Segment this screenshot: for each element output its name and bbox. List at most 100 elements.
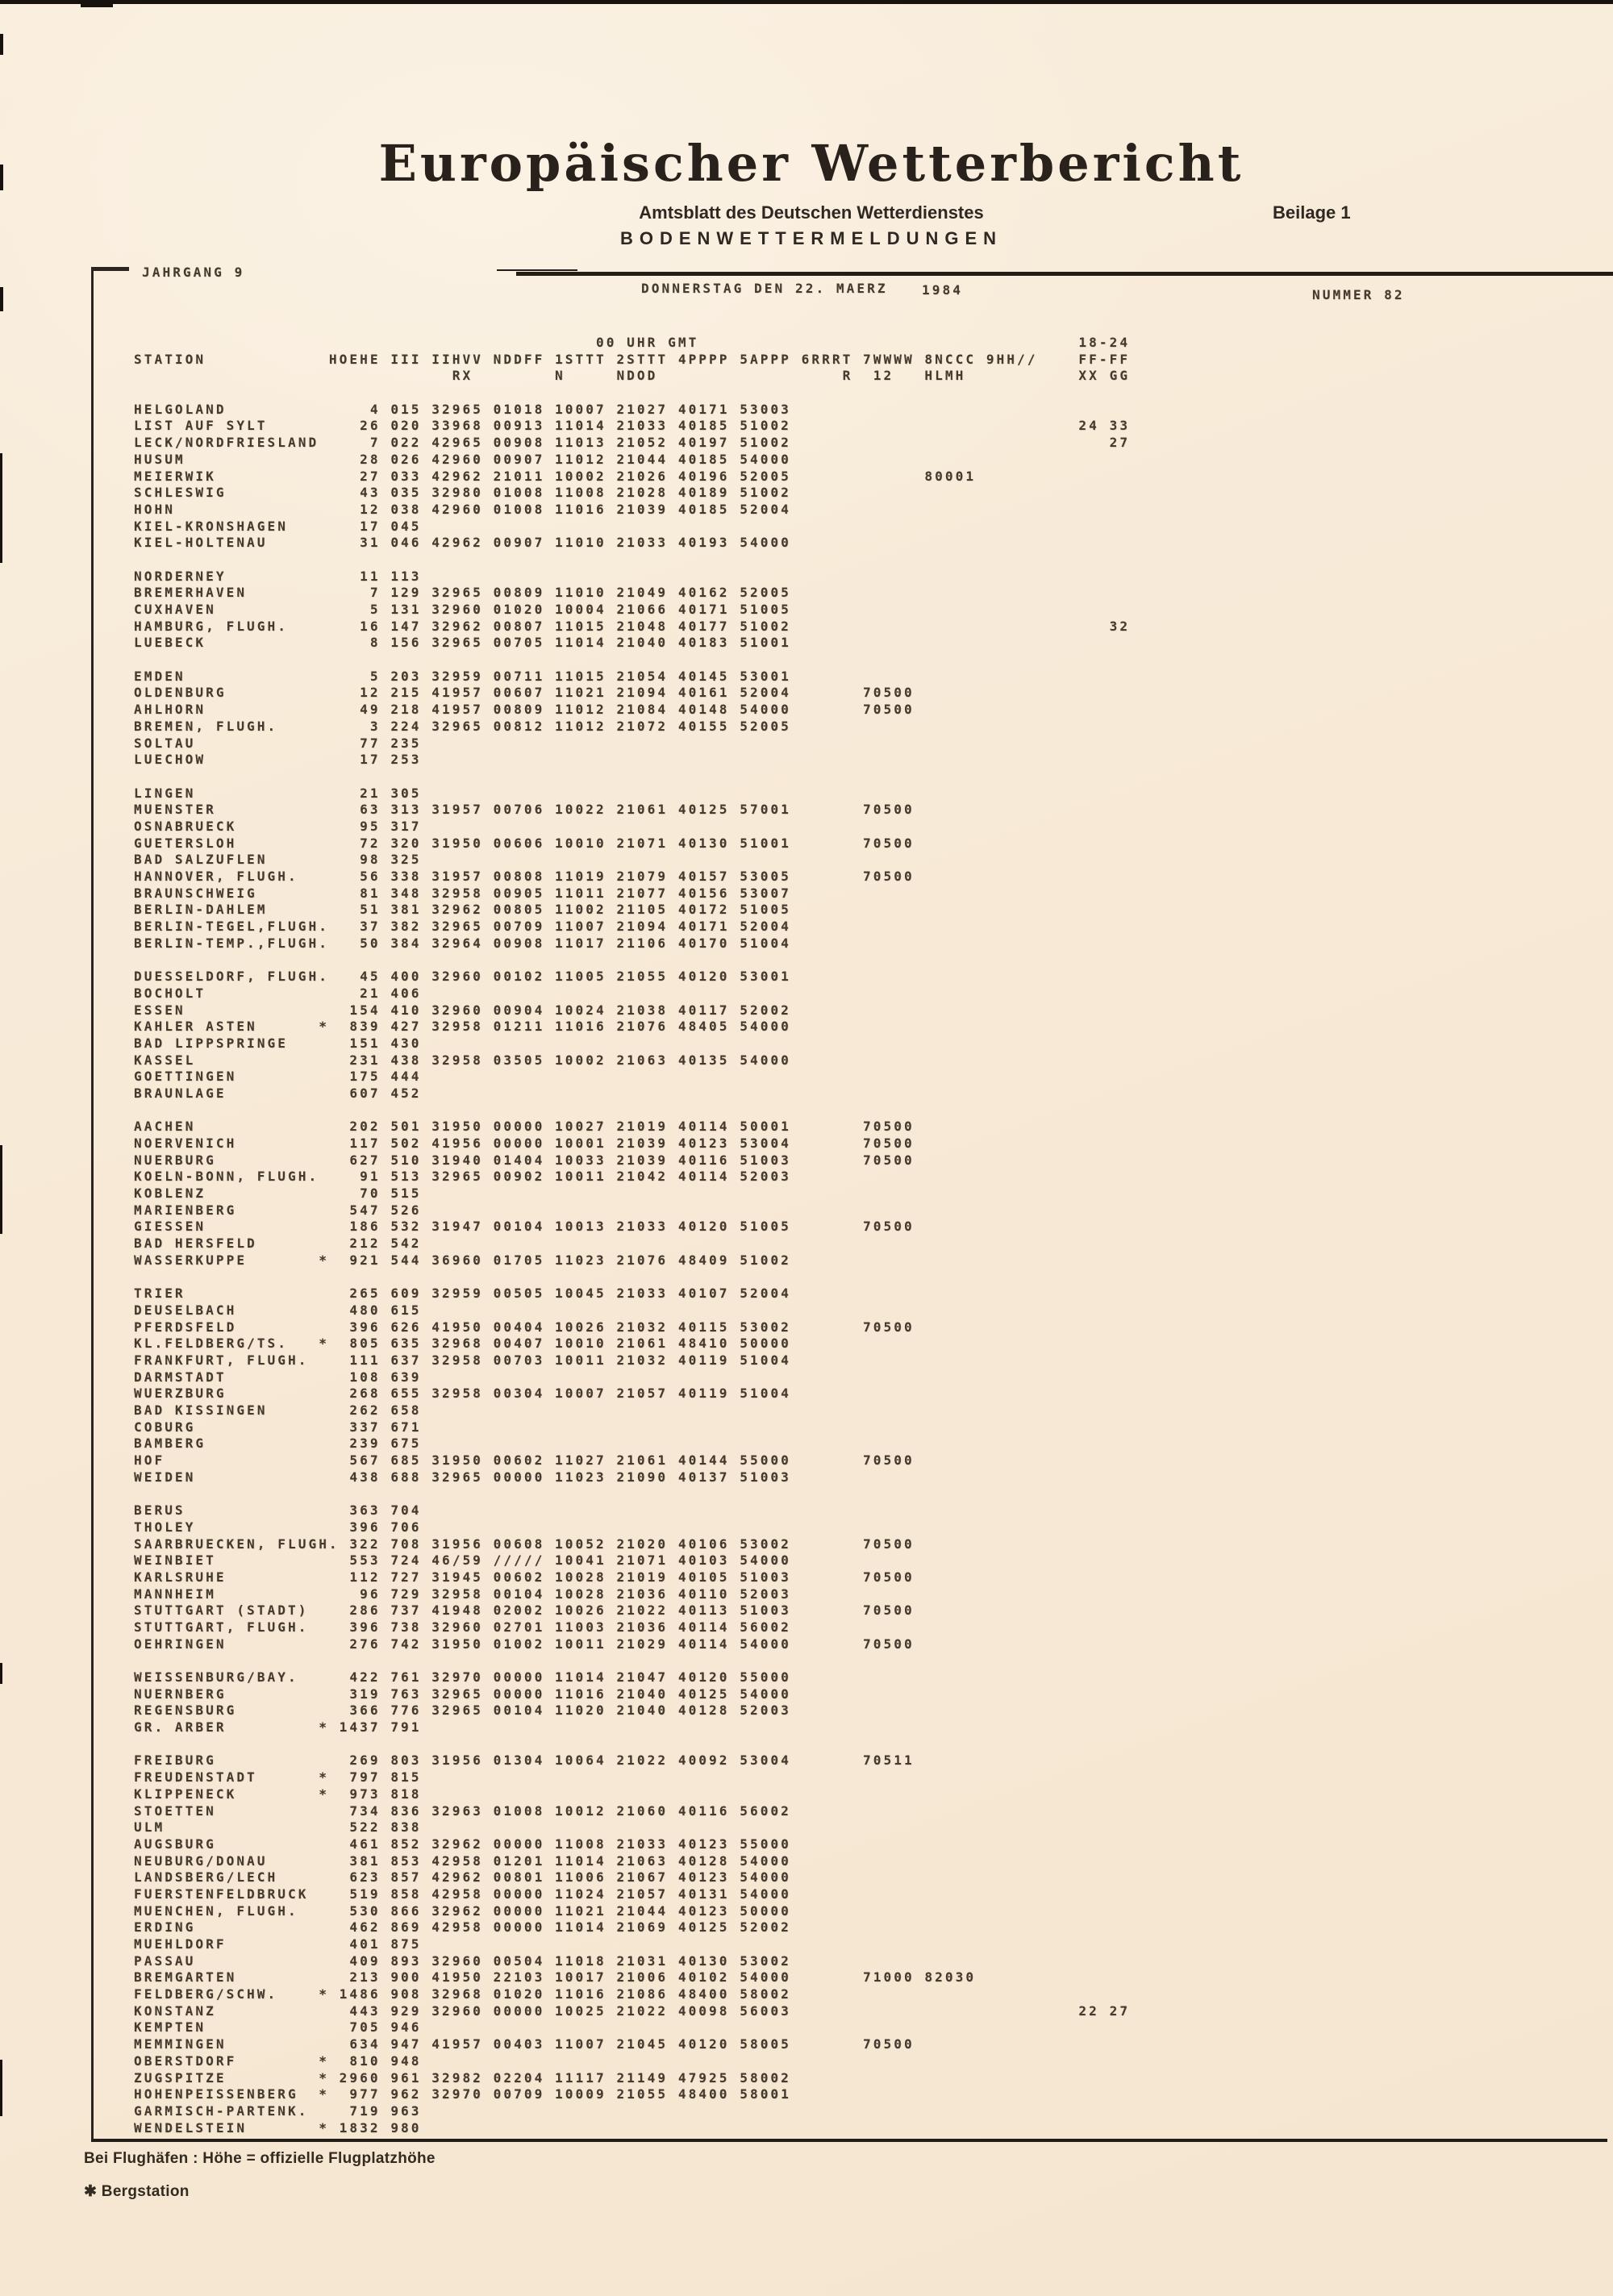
report-header-line: RX N NDOD R 12 HLMH XX GG (134, 368, 1131, 384)
report-line: KOBLENZ 70 515 (134, 1186, 422, 1202)
report-line: CUXHAVEN 5 131 32960 01020 10004 21066 4… (134, 602, 791, 617)
scan-edge-mark (0, 453, 2, 563)
report-line: BAD KISSINGEN 262 658 (134, 1402, 422, 1418)
report-line: HANNOVER, FLUGH. 56 338 31957 00808 1101… (134, 869, 915, 884)
report-line: LINGEN 21 305 (134, 785, 422, 801)
report-line: HELGOLAND 4 015 32965 01018 10007 21027 … (134, 401, 791, 417)
report-line: MARIENBERG 547 526 (134, 1202, 422, 1218)
section-heading: BODENWETTERMELDUNGEN (619, 228, 1003, 248)
report-line: BRAUNLAGE 607 452 (134, 1085, 422, 1101)
report-line: STOETTEN 734 836 32963 01008 10012 21060… (134, 1802, 791, 1819)
report-line: KIEL-HOLTENAU 31 046 42962 00907 11010 2… (134, 535, 791, 551)
report-line: BAD SALZUFLEN 98 325 (134, 852, 422, 868)
report-line: NEUBURG/DONAU 381 853 42958 01201 11014 … (134, 1852, 791, 1869)
report-line: PFERDSFELD 396 626 41950 00404 10026 210… (134, 1319, 915, 1335)
report-line: EMDEN 5 203 32959 00711 11015 21054 4014… (134, 668, 791, 684)
report-line: KL.FELDBERG/TS. * 805 635 32968 00407 10… (134, 1336, 791, 1352)
scan-edge-mark (0, 1145, 2, 1234)
report-line: ZUGSPITZE * 2960 961 32982 02204 11117 2… (134, 2069, 791, 2086)
report-line: OLDENBURG 12 215 41957 00607 11021 21094… (134, 685, 915, 701)
report-line (134, 952, 1130, 969)
report-line: DUESSELDORF, FLUGH. 45 400 32960 00102 1… (134, 969, 791, 985)
report-line: DARMSTADT 108 639 (134, 1369, 422, 1385)
report-line (134, 552, 1130, 569)
issue-date: DONNERSTAG DEN 22. MAERZ (641, 281, 888, 296)
report-line: HOF 567 685 31950 00602 11027 21061 4014… (134, 1452, 915, 1469)
report-line: LANDSBERG/LECH 623 857 42962 00801 11006… (134, 1869, 791, 1886)
scan-edge-top (0, 0, 1613, 4)
report-line: FRANKFURT, FLUGH. 111 637 32958 00703 10… (134, 1352, 791, 1368)
report-line: MUEHLDORF 401 875 (134, 1936, 422, 1952)
report-line: LUECHOW 17 253 (134, 752, 422, 768)
report-line: GUETERSLOH 72 320 31950 00606 10010 2107… (134, 835, 915, 851)
supplement-label: Beilage 1 (1273, 202, 1351, 223)
report-line: GIESSEN 186 532 31947 00104 10013 21033 … (134, 1219, 915, 1235)
report-line: FELDBERG/SCHW. * 1486 908 32968 01020 11… (134, 1986, 791, 2002)
report-line: WENDELSTEIN * 1832 980 (134, 2119, 422, 2136)
report-line: MEIERWIK 27 033 42962 21011 10002 21026 … (134, 468, 977, 484)
scan-edge-mark (0, 1663, 2, 1684)
report-line: STUTTGART (STADT) 286 737 41948 02002 10… (134, 1602, 915, 1619)
report-header-line: 00 UHR GMT 18-24 (134, 335, 1131, 350)
footnote-mountain-station: ✱ Bergstation (84, 2183, 190, 2200)
report-line: FREUDENSTADT * 797 815 (134, 1769, 422, 1786)
report-line: WEINBIET 553 724 46/59 ///// 10041 21071… (134, 1552, 791, 1569)
report-line: BERUS 363 704 (134, 1502, 422, 1519)
report-line: MEMMINGEN 634 947 41957 00403 11007 2104… (134, 2036, 915, 2052)
report-line: AHLHORN 49 218 41957 00809 11012 21084 4… (134, 702, 915, 718)
report-line: BREMGARTEN 213 900 41950 22103 10017 210… (134, 1969, 977, 1986)
report-line: ERDING 462 869 42958 00000 11014 21069 4… (134, 1919, 791, 1936)
horizontal-rule-top (516, 272, 1613, 276)
report-line: MUENSTER 63 313 31957 00706 10022 21061 … (134, 802, 915, 818)
report-line: HUSUM 28 026 42960 00907 11012 21044 401… (134, 451, 791, 467)
report-line (134, 1652, 1130, 1669)
scan-edge-notch (81, 0, 113, 7)
report-line: SAARBRUECKEN, FLUGH. 322 708 31956 00608… (134, 1536, 915, 1552)
report-line: KAHLER ASTEN * 839 427 32958 01211 11016… (134, 1019, 791, 1035)
report-line: OEHRINGEN 276 742 31950 01002 10011 2102… (134, 1636, 915, 1652)
report-line: KEMPTEN 705 946 (134, 2019, 422, 2036)
report-line: HOHENPEISSENBERG * 977 962 32970 00709 1… (134, 2086, 791, 2102)
report-line: OBERSTDORF * 810 948 (134, 2052, 422, 2069)
report-line: ULM 522 838 (134, 1819, 422, 1836)
report-line: COBURG 337 671 (134, 1419, 422, 1435)
volume-label: JAHRGANG 9 (142, 265, 245, 280)
report-line: BOCHOLT 21 406 (134, 985, 422, 1001)
report-line: BERLIN-TEMP.,FLUGH. 50 384 32964 00908 1… (134, 935, 791, 951)
report-line (134, 1486, 1130, 1502)
report-line: KOELN-BONN, FLUGH. 91 513 32965 00902 10… (134, 1169, 791, 1185)
report-header-line: STATION HOEHE III IIHVV NDDFF 1STTT 2STT… (134, 351, 1131, 367)
report-line: LIST AUF SYLT 26 020 33968 00913 11014 2… (134, 418, 1131, 434)
report-line: WUERZBURG 268 655 32958 00304 10007 2105… (134, 1386, 791, 1402)
issue-number: NUMMER 82 (1312, 287, 1405, 302)
report-line: KARLSRUHE 112 727 31945 00602 10028 2101… (134, 1569, 915, 1585)
report-line: FREIBURG 269 803 31956 01304 10064 21022… (134, 1752, 915, 1769)
report-line: NORDERNEY 11 113 (134, 568, 422, 584)
report-line: NOERVENICH 117 502 41956 00000 10001 210… (134, 1135, 915, 1151)
scan-edge-mark (0, 287, 3, 311)
report-line: TRIER 265 609 32959 00505 10045 21033 40… (134, 1286, 791, 1302)
report-line: AUGSBURG 461 852 32962 00000 11008 21033… (134, 1836, 791, 1852)
report-line: BREMERHAVEN 7 129 32965 00809 11010 2104… (134, 585, 791, 601)
report-line (134, 1269, 1130, 1286)
page-subtitle: Amtsblatt des Deutschen Wetterdienstes (639, 202, 984, 223)
report-line (134, 769, 1130, 785)
report-line: HAMBURG, FLUGH. 16 147 32962 00807 11015… (134, 618, 1131, 634)
report-line: BERLIN-DAHLEM 51 381 32962 00805 11002 2… (134, 902, 791, 918)
report-line: ESSEN 154 410 32960 00904 10024 21038 40… (134, 1002, 791, 1018)
report-line: THOLEY 396 706 (134, 1519, 422, 1535)
report-line: NUERNBERG 319 763 32965 00000 11016 2104… (134, 1686, 791, 1702)
report-line: AACHEN 202 501 31950 00000 10027 21019 4… (134, 1119, 915, 1135)
report-line: SCHLESWIG 43 035 32980 01008 11008 21028… (134, 485, 791, 501)
report-line (134, 1736, 1130, 1753)
report-line: GOETTINGEN 175 444 (134, 1069, 422, 1085)
report-line: BAD LIPPSPRINGE 151 430 (134, 1035, 422, 1051)
report-line (134, 652, 1130, 669)
report-line: KASSEL 231 438 32958 03505 10002 21063 4… (134, 1052, 791, 1068)
report-line: BREMEN, FLUGH. 3 224 32965 00812 11012 2… (134, 718, 791, 734)
report-line: BERLIN-TEGEL,FLUGH. 37 382 32965 00709 1… (134, 919, 791, 935)
scan-edge-mark (0, 2060, 2, 2116)
report-line: MUENCHEN, FLUGH. 530 866 32962 00000 110… (134, 1902, 791, 1919)
horizontal-rule-bottom (91, 2139, 1607, 2142)
